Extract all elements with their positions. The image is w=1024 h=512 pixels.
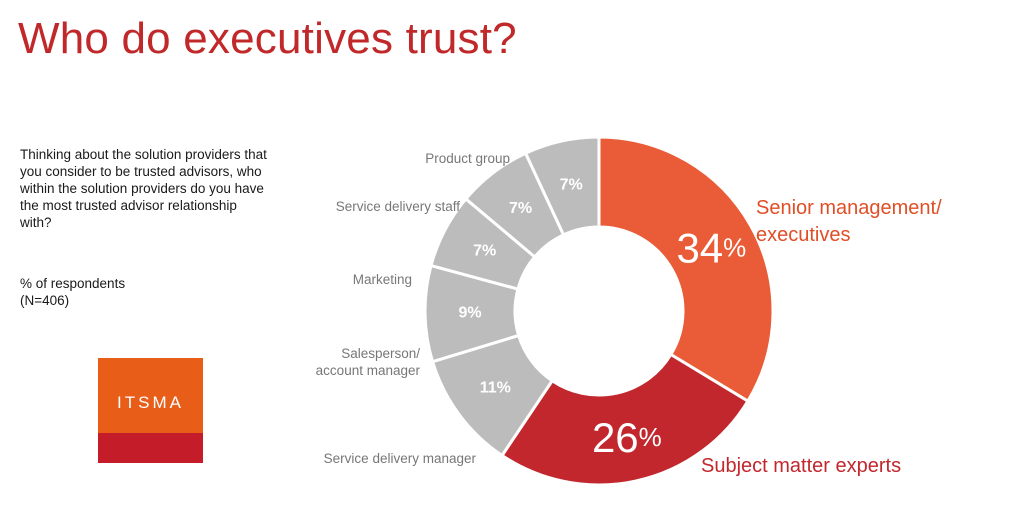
category-label-senior-management: Senior management/executives: [756, 197, 942, 246]
survey-question: Thinking about the solution providers th…: [20, 147, 267, 230]
value-label-product-group: 7%: [560, 177, 583, 194]
category-label-marketing: Marketing: [353, 272, 412, 287]
value-label-salesperson: 9%: [458, 305, 481, 322]
category-label-subject-matter-experts: Subject matter experts: [701, 455, 901, 477]
sample-size: (N=406): [20, 293, 70, 308]
value-label-subject-matter-experts: 26%: [592, 413, 662, 460]
value-label-service-delivery-staff: 7%: [509, 200, 532, 217]
category-label-service-delivery-staff: Service delivery staff: [336, 199, 461, 214]
logo-text: ITSMA: [117, 393, 184, 412]
category-label-service-delivery-manager: Service delivery manager: [324, 451, 477, 466]
category-label-salesperson: Salesperson/account manager: [316, 346, 421, 378]
logo-red-block: [98, 433, 203, 463]
value-label-marketing: 7%: [473, 243, 496, 260]
metric-label: % of respondents: [20, 276, 126, 291]
slice-product-group: [523, 135, 601, 237]
slice-senior-management: [597, 135, 775, 404]
value-label-senior-management: 34%: [676, 224, 746, 271]
category-label-product-group: Product group: [425, 151, 510, 166]
metric-note: % of respondents (N=406): [20, 275, 220, 309]
slice-subject-matter-experts: [499, 352, 750, 487]
itsma-logo: ITSMA: [98, 358, 203, 463]
logo-orange-block: [98, 358, 203, 433]
value-label-service-delivery-manager: 11%: [480, 379, 511, 396]
page-title: Who do executives trust?: [18, 14, 517, 63]
